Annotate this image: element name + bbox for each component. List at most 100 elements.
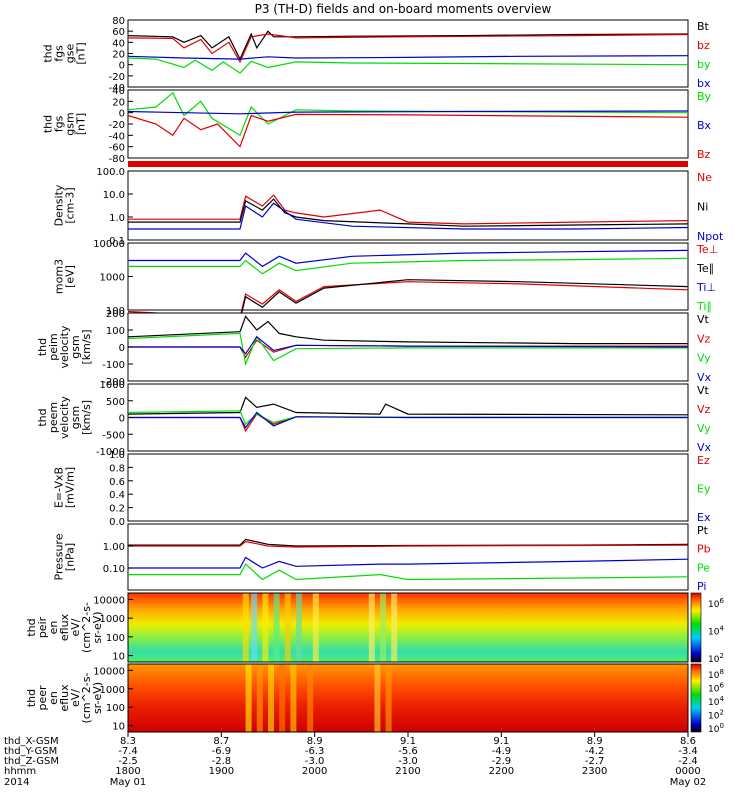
- y-tick-label: 1.0: [109, 213, 125, 224]
- y-axis-label-line: [km/s]: [80, 329, 93, 364]
- colorbar-tick-exponent: 4: [719, 625, 724, 633]
- y-axis-label-line: peim: [47, 333, 60, 361]
- x-tick-label-x: 9.1: [400, 736, 416, 747]
- y-tick-label: 100: [106, 306, 125, 317]
- panel-8: 1.00 0.10 Pressure[nPa] Pt Pb Pe Pi: [53, 523, 711, 593]
- series-line-Bz: [127, 113, 689, 148]
- series-line-bx: [127, 55, 689, 60]
- y-axis-label-line: peer: [36, 685, 49, 711]
- spectrogram-streak: [296, 593, 302, 662]
- y-tick-label: 0.1: [109, 236, 125, 247]
- panel-5: 2001000-100-200thdpeimvelocitygsm[km/s]V…: [36, 309, 712, 388]
- legend-entry: Vx: [697, 371, 712, 384]
- y-tick-label: 10000: [93, 666, 125, 677]
- y-tick-label: 100: [106, 633, 125, 644]
- colorbar-tick-exponent: 6: [719, 682, 724, 690]
- y-tick-label: 0.4: [109, 490, 125, 501]
- x-tick-label-hhmm: 1800: [115, 766, 140, 777]
- y-axis-label-line: thd: [36, 408, 49, 426]
- x-tick-label-y: -6.9: [212, 746, 232, 757]
- y-tick-label: 0.10: [103, 564, 125, 575]
- spectrogram-streak: [242, 593, 249, 662]
- spectrogram-streak: [312, 593, 319, 662]
- spectrogram-streak: [385, 664, 392, 732]
- y-tick-label: 0: [119, 109, 125, 120]
- legend-entry: Pi: [697, 580, 706, 593]
- y-axis-label-line: gsm: [64, 112, 77, 135]
- x-tick-label-z: -3.0: [305, 756, 325, 767]
- y-axis-label: Density[cm-3]: [53, 184, 77, 226]
- y-axis-label-line: [km/s]: [80, 400, 93, 435]
- y-tick-label: 0: [119, 61, 125, 72]
- series-line-Pi: [128, 556, 689, 569]
- x-tick-label-y: -3.4: [678, 746, 698, 757]
- y-tick-label: -60: [109, 143, 125, 154]
- y-axis-label-line: (cm^2-s-: [80, 673, 93, 724]
- y-axis-label-line: thd: [42, 44, 55, 62]
- x-tick-label-x: 8.9: [587, 736, 603, 747]
- y-tick-label: 0.6: [109, 477, 125, 488]
- figure-title: P3 (TH-D) fields and on-board moments ov…: [255, 2, 552, 16]
- series-line-Vy: [127, 332, 688, 367]
- legend-entry: Te∥: [696, 262, 714, 275]
- legend-entry: Bz: [697, 148, 711, 161]
- colorbar-tick-label: 102: [708, 709, 724, 722]
- y-tick-label: 60: [112, 27, 125, 38]
- y-axis-label-line: eflux: [58, 684, 71, 712]
- y-axis-label-line: (cm^2-s-: [80, 602, 93, 653]
- spectrogram-streak: [251, 593, 258, 662]
- legend-entry: Bt: [697, 20, 710, 33]
- spectrogram-streak: [284, 593, 291, 662]
- y-tick-label: 0: [119, 414, 125, 425]
- legend-entry: Vz: [697, 332, 711, 345]
- y-tick-label: 1.00: [103, 542, 125, 553]
- series-line-Vx: [128, 335, 689, 355]
- legend-entry: Ey: [697, 483, 711, 496]
- legend-entry: Npot: [697, 230, 724, 243]
- y-axis-label-line: thd: [25, 689, 38, 707]
- x-axis-row-label: 2014: [4, 777, 29, 788]
- y-tick-label: 100: [106, 326, 125, 337]
- panel-4: 10000 1000 100 mom3[eV] Te⊥ Te∥ Ti⊥ Ti∥: [53, 239, 718, 321]
- colorbar-tick-label: 106: [708, 682, 724, 695]
- y-axis-label-line: thd: [42, 115, 55, 133]
- x-tick-label-z: -2.9: [492, 756, 512, 767]
- spectrogram-streak: [391, 593, 398, 662]
- legend-entry: Ez: [697, 454, 710, 467]
- y-tick-label: 1000: [100, 273, 125, 284]
- spectrogram-streak: [262, 593, 269, 662]
- y-axis-label-line: velocity: [58, 325, 71, 368]
- colorbar-tick-label: 102: [708, 652, 724, 665]
- panel-6: 10005000-500-1000thdpeemvelocitygsm[km/s…: [36, 380, 712, 458]
- x-tick-label-y: -4.2: [585, 746, 605, 757]
- spectrogram-image: [128, 593, 688, 662]
- spectrogram-streak: [380, 593, 386, 662]
- legend-entry: Vt: [697, 313, 710, 326]
- panel-frame: [127, 89, 689, 159]
- x-tick-label-z: -3.0: [398, 756, 418, 767]
- spectrogram-streak: [256, 664, 263, 732]
- y-tick-label: 200: [106, 309, 125, 320]
- x-tick-label-hhmm: 2100: [395, 766, 420, 777]
- colorbar-tick-label: 100: [708, 722, 724, 735]
- y-tick-label: 10: [112, 722, 125, 733]
- legend-entry: Vt: [697, 384, 710, 397]
- colorbar-tick-exponent: 4: [719, 695, 724, 703]
- panel-frame: [127, 592, 689, 663]
- panel-frame: [127, 242, 689, 311]
- x-tick-label-z: -2.4: [678, 756, 698, 767]
- y-axis-label-line: Pressure: [53, 533, 66, 580]
- y-axis-label-line: velocity: [58, 396, 71, 439]
- legend-entry: Vy: [697, 422, 711, 435]
- quality-flag-bar: [128, 161, 688, 167]
- y-axis-label: Pressure[nPa]: [53, 533, 77, 580]
- y-axis-label: thdfgsgse[nT]: [42, 42, 88, 64]
- colorbar: [690, 663, 702, 733]
- x-axis-row-label: hhmm: [4, 766, 36, 777]
- x-tick-label-x: 9.1: [493, 736, 509, 747]
- panel-frame: [127, 170, 689, 241]
- y-tick-label: 80: [112, 16, 125, 27]
